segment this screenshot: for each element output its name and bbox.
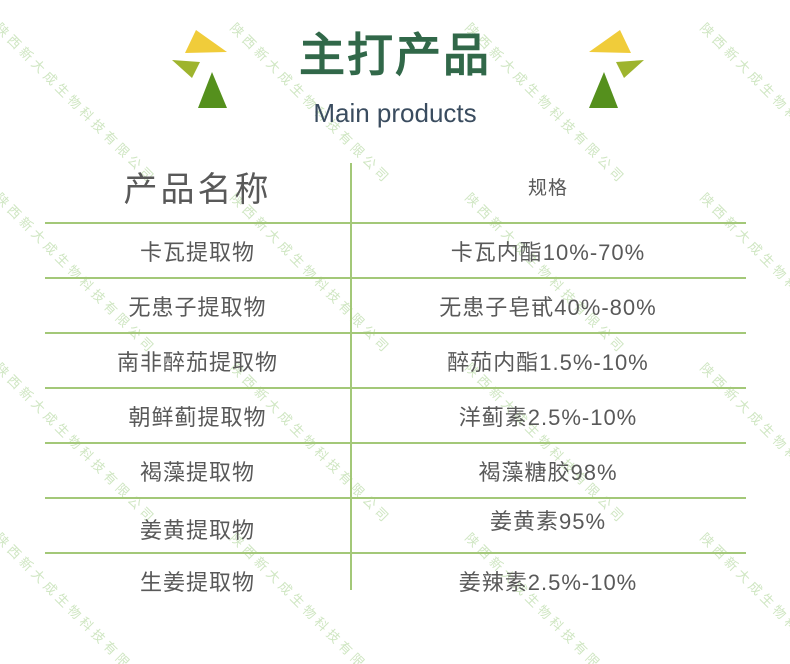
- product-spec-cell: 卡瓦内酯10%-70%: [450, 239, 646, 265]
- product-name-cell: 无患子提取物: [128, 294, 267, 320]
- table-row: 南非醉茄提取物 醉茄内酯1.5%-10%: [45, 332, 746, 387]
- triangle-olive-icon: [616, 60, 644, 78]
- product-table-body: 卡瓦提取物 卡瓦内酯10%-70% 无患子提取物 无患子皂甙40%-80% 南非…: [45, 222, 746, 607]
- triangle-yellow-icon: [589, 30, 631, 53]
- page-title: 主打产品: [299, 29, 491, 81]
- product-name-cell: 卡瓦提取物: [139, 239, 255, 265]
- product-name-cell: 生姜提取物: [139, 569, 255, 595]
- table-row: 姜黄提取物 姜黄素95%: [45, 497, 746, 552]
- page-subtitle: Main products: [313, 98, 477, 128]
- column-divider: [350, 163, 352, 590]
- product-spec-cell: 姜黄素95%: [489, 509, 607, 534]
- product-name-cell: 南非醉茄提取物: [116, 349, 278, 375]
- table-row: 朝鲜蓟提取物 洋蓟素2.5%-10%: [45, 387, 746, 442]
- triangle-yellow-icon: [185, 30, 227, 53]
- table-header-row: 产品名称 规格: [45, 150, 746, 222]
- product-name-cell: 朝鲜蓟提取物: [128, 404, 267, 430]
- brand-logo-right: [589, 30, 644, 108]
- product-spec-cell: 醉茄内酯1.5%-10%: [447, 349, 649, 375]
- table-row: 卡瓦提取物 卡瓦内酯10%-70%: [45, 222, 746, 277]
- product-name-cell: 褐藻提取物: [139, 459, 255, 485]
- table-row: 生姜提取物 姜辣素2.5%-10%: [45, 552, 746, 607]
- product-spec-cell: 洋蓟素2.5%-10%: [458, 404, 638, 430]
- column-header-product-name: 产品名称: [123, 170, 272, 209]
- product-table: 产品名称 规格 卡瓦提取物 卡瓦内酯10%-70% 无患子提取物 无患子皂甙40…: [45, 150, 746, 607]
- product-spec-cell: 无患子皂甙40%-80%: [439, 294, 657, 320]
- brand-logo-left: [172, 30, 227, 108]
- triangle-olive-icon: [172, 60, 200, 78]
- product-spec-cell: 褐藻糖胶98%: [478, 459, 618, 485]
- column-header-spec: 规格: [527, 177, 568, 199]
- product-name-cell: 姜黄提取物: [139, 518, 255, 543]
- table-row: 无患子提取物 无患子皂甙40%-80%: [45, 277, 746, 332]
- triangle-green-icon: [589, 72, 618, 108]
- product-spec-cell: 姜辣素2.5%-10%: [458, 569, 638, 595]
- triangle-green-icon: [198, 72, 227, 108]
- table-row: 褐藻提取物 褐藻糖胶98%: [45, 442, 746, 497]
